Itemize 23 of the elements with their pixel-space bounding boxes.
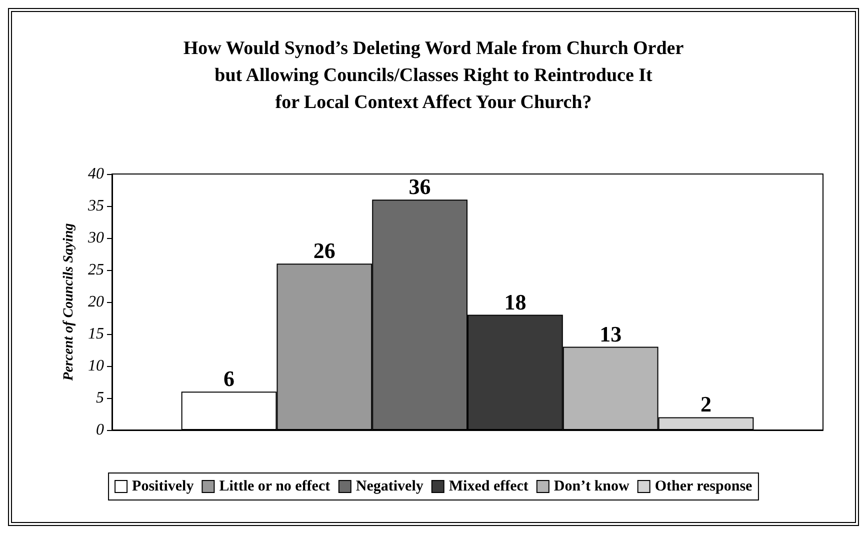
legend-label: Positively bbox=[132, 478, 194, 494]
y-tick-label: 0 bbox=[96, 422, 104, 438]
y-axis-title: Percent of Councils Saying bbox=[62, 223, 76, 381]
y-tick-label: 10 bbox=[88, 358, 104, 374]
chart-title: How Would Synod’s Deleting Word Male from Church Order but Allowing Councils/Classes Right to Reintroduce It for Local Context Affect Your Church? bbox=[183, 38, 684, 113]
data-label: 18 bbox=[504, 289, 526, 314]
data-label: 26 bbox=[313, 238, 336, 264]
data-label: 13 bbox=[600, 321, 622, 346]
y-tick-label: 35 bbox=[87, 198, 104, 214]
y-tick-label: 15 bbox=[88, 326, 104, 342]
data-label: 2 bbox=[700, 392, 712, 417]
y-tick-label: 5 bbox=[96, 390, 104, 406]
data-label: 36 bbox=[408, 174, 431, 200]
y-tick-label: 40 bbox=[88, 166, 104, 182]
legend-label: Don’t know bbox=[554, 478, 630, 494]
y-tick-label: 25 bbox=[88, 262, 104, 278]
legend-label: Other response bbox=[654, 478, 753, 494]
y-tick-label: 20 bbox=[88, 294, 104, 310]
legend-label: Mixed effect bbox=[448, 478, 528, 494]
data-label: 6 bbox=[224, 366, 235, 392]
legend-label: Little or no effect bbox=[219, 478, 330, 494]
legend-label: Negatively bbox=[356, 478, 424, 494]
y-tick-label: 30 bbox=[87, 230, 104, 246]
